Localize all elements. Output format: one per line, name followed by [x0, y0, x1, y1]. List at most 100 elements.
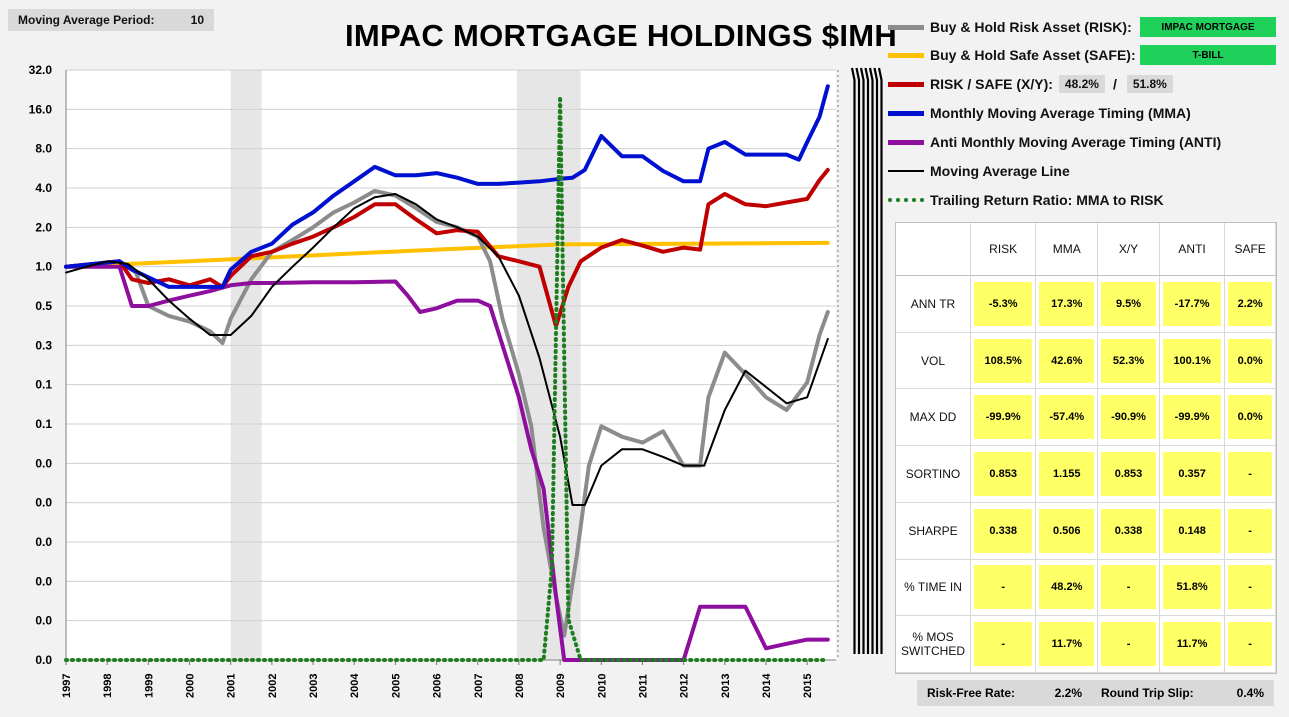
- x-tick-label: 2010: [596, 674, 608, 698]
- stats-value: 0.338: [1101, 508, 1156, 553]
- stats-value: -: [1101, 565, 1156, 610]
- stats-cell: 0.853: [1098, 446, 1160, 503]
- stats-value: 0.357: [1162, 451, 1222, 496]
- stats-cell: 0.338: [1098, 502, 1160, 560]
- stats-value: 0.506: [1039, 508, 1095, 553]
- stats-row-label: MAX DD: [896, 389, 971, 447]
- stats-value: 0.853: [974, 451, 1033, 496]
- series-line-ma-line: [65, 193, 829, 506]
- stats-value: 11.7%: [1162, 622, 1222, 667]
- safe-swatch: [888, 52, 924, 58]
- safe-asset-value: T-BILL: [1140, 45, 1276, 65]
- stats-row-label: % MOS SWITCHED: [896, 616, 971, 673]
- stats-header: X/Y: [1098, 223, 1160, 276]
- ma-line-swatch: [888, 170, 924, 172]
- stats-cell: 42.6%: [1036, 332, 1099, 390]
- risk-free-value: 2.2%: [1054, 686, 1082, 700]
- stats-value: -99.9%: [1162, 395, 1222, 440]
- y-tick-label: 0.0: [35, 614, 52, 628]
- stats-header: SAFE: [1225, 223, 1276, 276]
- scribble-stroke: [868, 67, 874, 654]
- stats-value: -: [974, 565, 1033, 610]
- stats-row-label: % TIME IN: [896, 559, 971, 617]
- stats-value: -: [1228, 508, 1272, 553]
- x-tick-label: 2001: [226, 674, 238, 698]
- stats-cell: 108.5%: [971, 332, 1037, 390]
- x-tick-label: 2005: [390, 674, 402, 698]
- stats-cell: 0.148: [1159, 502, 1226, 560]
- y-tick-label: 0.0: [35, 653, 52, 667]
- stats-cell: -: [1225, 502, 1276, 560]
- xy-risk-pct: 48.2%: [1058, 75, 1105, 93]
- stats-value: 0.148: [1162, 508, 1222, 553]
- scribble-stroke: [873, 67, 879, 654]
- recession-band: [230, 70, 262, 660]
- stats-cell: -: [1098, 616, 1160, 673]
- stats-cell: -99.9%: [1159, 389, 1226, 447]
- x-tick-label: 1998: [102, 674, 114, 698]
- legend-ma-line-label: Moving Average Line: [930, 163, 1070, 179]
- stats-cell: -99.9%: [971, 389, 1037, 447]
- stats-cell: -: [971, 559, 1037, 617]
- stats-cell: 100.1%: [1159, 332, 1226, 390]
- scribble-stroke: [859, 67, 865, 654]
- stats-value: -90.9%: [1101, 395, 1156, 440]
- y-tick-label: 16.0: [29, 102, 53, 116]
- stats-row: % TIME IN -48.2% -51.8% -: [896, 559, 1276, 617]
- stats-value: 0.853: [1101, 451, 1156, 496]
- xy-swatch: [888, 81, 924, 87]
- stats-cell: -5.3%: [971, 276, 1037, 333]
- stats-cell: -: [1225, 446, 1276, 503]
- stats-row: VOL 108.5% 42.6% 52.3% 100.1% 0.0%: [896, 332, 1276, 390]
- ratio-swatch: [888, 198, 924, 202]
- risk-asset-value: IMPAC MORTGAGE: [1140, 17, 1276, 37]
- legend-risk-label: Buy & Hold Risk Asset (RISK):: [930, 19, 1132, 35]
- stats-value: 0.0%: [1228, 338, 1272, 383]
- series-line-safe: [64, 240, 830, 269]
- series-line-xy: [64, 167, 830, 329]
- y-tick-label: 0.0: [35, 574, 52, 588]
- stats-cell: 0.338: [971, 502, 1037, 560]
- stats-cell: -: [1098, 559, 1160, 617]
- mma-swatch: [888, 110, 924, 116]
- stats-cell: 0.357: [1159, 446, 1226, 503]
- stats-cell: 0.506: [1036, 502, 1099, 560]
- ma-period-box: Moving Average Period: 10: [8, 9, 214, 31]
- chart-artifact: [837, 67, 883, 660]
- stats-cell: -: [971, 616, 1037, 673]
- legend-ratio: Trailing Return Ratio: MMA to RISK: [888, 189, 1164, 211]
- series-line-anti: [64, 264, 830, 662]
- legend-anti-label: Anti Monthly Moving Average Timing (ANTI…: [930, 134, 1222, 150]
- stats-cell: -: [1225, 559, 1276, 617]
- stats-value: -: [974, 622, 1033, 667]
- stats-value: 2.2%: [1228, 281, 1272, 326]
- x-tick-label: 2007: [473, 674, 485, 698]
- x-tick-label: 2013: [720, 674, 732, 698]
- y-tick-label: 0.1: [35, 378, 52, 392]
- legend-ratio-label: Trailing Return Ratio: MMA to RISK: [930, 192, 1164, 208]
- stats-header: ANTI: [1159, 223, 1226, 276]
- series-line-ratio: [64, 94, 830, 662]
- ma-period-value: 10: [190, 13, 204, 27]
- stats-cell: 2.2%: [1225, 276, 1276, 333]
- y-tick-label: 0.5: [35, 299, 52, 313]
- stats-cell: 9.5%: [1098, 276, 1160, 333]
- stats-value: 48.2%: [1039, 565, 1095, 610]
- stats-row-label: SHARPE: [896, 502, 971, 560]
- anti-swatch: [888, 139, 924, 145]
- legend-risk: Buy & Hold Risk Asset (RISK):: [888, 16, 1132, 38]
- stats-value: 100.1%: [1162, 338, 1222, 383]
- y-tick-label: 0.0: [35, 535, 52, 549]
- stats-value: 17.3%: [1039, 281, 1095, 326]
- stats-cell: -: [1225, 616, 1276, 673]
- x-tick-label: 2006: [432, 674, 444, 698]
- plot-area: [66, 70, 836, 660]
- stats-table: RISK MMA X/Y ANTI SAFE ANN TR -5.3% 17.3% 9…: [895, 222, 1277, 674]
- y-tick-label: 2.0: [35, 220, 52, 234]
- stats-header: RISK: [971, 223, 1037, 276]
- scribble-stroke: [855, 67, 861, 654]
- risk-swatch: [888, 24, 924, 30]
- scribble-stroke: [877, 67, 883, 654]
- stats-cell: 1.155: [1036, 446, 1099, 503]
- stats-row-label: SORTINO: [896, 446, 971, 503]
